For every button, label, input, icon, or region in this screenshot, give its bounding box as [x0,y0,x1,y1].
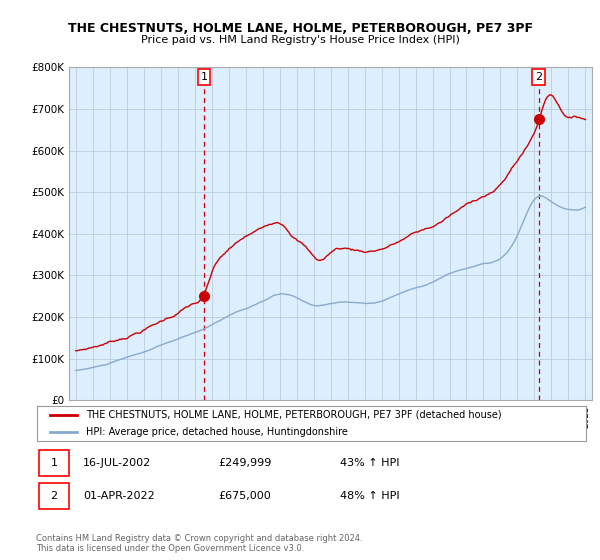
Text: THE CHESTNUTS, HOLME LANE, HOLME, PETERBOROUGH, PE7 3PF: THE CHESTNUTS, HOLME LANE, HOLME, PETERB… [67,22,533,35]
Text: 48% ↑ HPI: 48% ↑ HPI [340,491,399,501]
Text: 01-APR-2022: 01-APR-2022 [83,491,155,501]
Text: £675,000: £675,000 [218,491,271,501]
Text: Price paid vs. HM Land Registry's House Price Index (HPI): Price paid vs. HM Land Registry's House … [140,35,460,45]
Text: THE CHESTNUTS, HOLME LANE, HOLME, PETERBOROUGH, PE7 3PF (detached house): THE CHESTNUTS, HOLME LANE, HOLME, PETERB… [86,410,502,420]
Text: £249,999: £249,999 [218,458,272,468]
Text: 43% ↑ HPI: 43% ↑ HPI [340,458,399,468]
Text: 2: 2 [50,492,58,501]
Text: 16-JUL-2002: 16-JUL-2002 [83,458,151,468]
Text: 2: 2 [535,72,542,82]
FancyBboxPatch shape [39,483,69,510]
Text: 1: 1 [50,458,58,468]
Text: 1: 1 [200,72,208,82]
FancyBboxPatch shape [37,406,586,441]
Text: Contains HM Land Registry data © Crown copyright and database right 2024.
This d: Contains HM Land Registry data © Crown c… [36,534,362,553]
FancyBboxPatch shape [39,450,69,476]
Text: HPI: Average price, detached house, Huntingdonshire: HPI: Average price, detached house, Hunt… [86,427,347,437]
